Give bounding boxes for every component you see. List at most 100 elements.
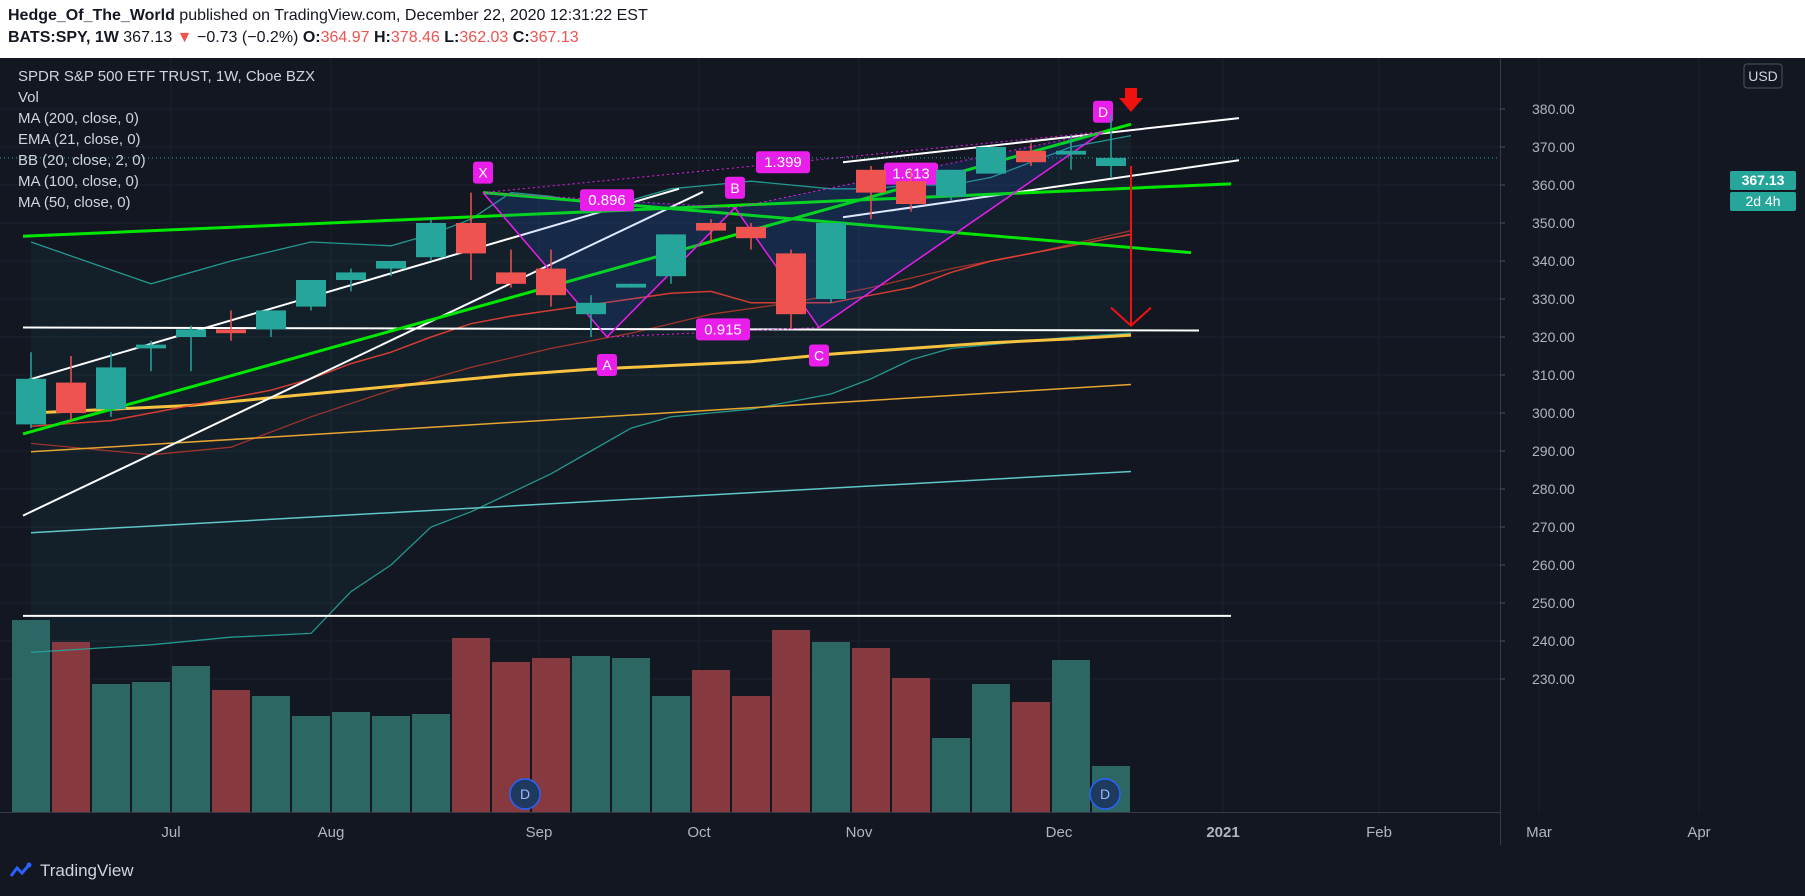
candle-body xyxy=(96,367,126,410)
volume-bar xyxy=(92,684,130,812)
candle-body xyxy=(936,169,966,197)
high-value: 378.46 xyxy=(390,29,440,46)
candle-body xyxy=(16,378,46,425)
time-tick-label: Nov xyxy=(846,824,873,841)
countdown-tag-bg xyxy=(1730,192,1796,211)
time-tick-label: 2021 xyxy=(1206,824,1239,841)
last-price-tag-bg xyxy=(1730,171,1796,190)
volume-bar xyxy=(252,696,290,812)
candle-body xyxy=(816,223,846,299)
high-label: H: xyxy=(374,29,391,46)
time-tick-label: Mar xyxy=(1526,824,1552,841)
symbol-ohlc-line: BATS:SPY, 1W 367.13 ▼ −0.73 (−0.2%) O:36… xyxy=(8,29,579,47)
volume-bar xyxy=(412,714,450,812)
bb-basis-line xyxy=(30,229,1132,456)
candles xyxy=(16,114,1126,429)
candle-body xyxy=(176,329,206,337)
pattern-point-label: A xyxy=(602,357,612,373)
volume-bar xyxy=(332,712,370,812)
volume-bar xyxy=(852,648,890,812)
legend-bb[interactable]: BB (20, close, 2, 0) xyxy=(18,152,146,169)
candle-body xyxy=(576,302,606,315)
price-tick-label: 260.00 xyxy=(1532,557,1575,573)
time-tick-label: Feb xyxy=(1366,824,1392,841)
price-tags: USD 367.13 2d 4h xyxy=(1730,63,1796,211)
time-tick-label: Dec xyxy=(1046,824,1073,841)
annotations xyxy=(0,88,1500,327)
candle-body xyxy=(856,169,886,193)
dividend-marker-label: D xyxy=(520,786,530,802)
price-tick-label: 290.00 xyxy=(1532,443,1575,459)
footer: TradingView xyxy=(0,845,1805,896)
publication-info: published on TradingView.com, December 2… xyxy=(179,7,648,24)
legend-ma100[interactable]: MA (100, close, 0) xyxy=(18,173,139,190)
volume-bar xyxy=(372,716,410,812)
legend-volume[interactable]: Vol xyxy=(18,89,39,106)
candle-body xyxy=(496,272,526,284)
volume-bar xyxy=(132,682,170,812)
candle-body xyxy=(416,223,446,258)
moving-averages xyxy=(30,134,1132,654)
legend-ma200[interactable]: MA (200, close, 0) xyxy=(18,110,139,127)
pattern-point-label: D xyxy=(1098,104,1108,120)
sell-arrow-icon xyxy=(1119,88,1143,112)
candle-body xyxy=(256,310,286,330)
volume-bar xyxy=(172,666,210,812)
candle-body xyxy=(616,283,646,288)
price-tick-label: 370.00 xyxy=(1532,139,1575,155)
volume-bar xyxy=(52,642,90,812)
candle-body xyxy=(336,272,366,280)
indicator-legend: SPDR S&P 500 ETF TRUST, 1W, Cboe BZX Vol… xyxy=(18,66,315,213)
volume-bar xyxy=(452,638,490,812)
ma100-line xyxy=(30,383,1132,453)
candle-body xyxy=(696,223,726,231)
volume-bar xyxy=(212,690,250,812)
volume-bar xyxy=(772,630,810,812)
time-tick-label: Aug xyxy=(318,824,345,841)
pattern-point-badge xyxy=(473,161,493,184)
author-name[interactable]: Hedge_Of_The_World xyxy=(8,7,175,24)
currency-badge[interactable] xyxy=(1743,63,1783,89)
trendline xyxy=(22,190,704,517)
legend-series-title[interactable]: SPDR S&P 500 ETF TRUST, 1W, Cboe BZX xyxy=(18,68,316,85)
tradingview-logo[interactable]: TradingView xyxy=(10,861,134,881)
time-tick-label: Apr xyxy=(1687,824,1710,841)
price-tick-label: 340.00 xyxy=(1532,253,1575,269)
low-value: 362.03 xyxy=(459,29,509,46)
target-arrow-head xyxy=(1110,306,1152,327)
candle-body xyxy=(896,181,926,204)
legend-ema21[interactable]: EMA (21, close, 0) xyxy=(18,131,141,148)
candle-body xyxy=(136,344,166,349)
symbol-label: BATS:SPY, 1W xyxy=(8,29,119,46)
price-tick-label: 330.00 xyxy=(1532,291,1575,307)
low-label: L: xyxy=(444,29,460,46)
candle-body xyxy=(1056,150,1086,155)
dividend-marker-label: D xyxy=(1100,786,1110,802)
volume-bar xyxy=(1052,660,1090,812)
candle-body xyxy=(376,261,406,269)
volume-bar xyxy=(12,620,50,812)
volume-bar xyxy=(1012,702,1050,812)
pattern-point-badge xyxy=(1093,100,1113,123)
price-change: −0.73 (−0.2%) xyxy=(196,29,299,46)
pattern-ratio-badge xyxy=(756,151,810,174)
close-label: C: xyxy=(512,29,530,46)
candle-body xyxy=(216,329,246,334)
volume-bar xyxy=(932,738,970,812)
pattern-point-label: C xyxy=(814,348,824,364)
trendline xyxy=(842,159,1240,219)
last-price: 367.13 xyxy=(123,29,173,46)
open-value: 364.97 xyxy=(320,29,370,46)
candle-body xyxy=(456,223,486,254)
legend-ma50[interactable]: MA (50, close, 0) xyxy=(18,194,131,211)
pattern-point-label: B xyxy=(730,180,739,196)
volume-bar xyxy=(812,642,850,812)
volume-bar xyxy=(972,684,1010,812)
dividend-marker xyxy=(1089,778,1121,810)
price-tick-label: 250.00 xyxy=(1532,595,1575,611)
candle-body xyxy=(536,268,566,296)
time-tick-label: Jul xyxy=(161,824,180,841)
trendline xyxy=(842,117,1240,164)
